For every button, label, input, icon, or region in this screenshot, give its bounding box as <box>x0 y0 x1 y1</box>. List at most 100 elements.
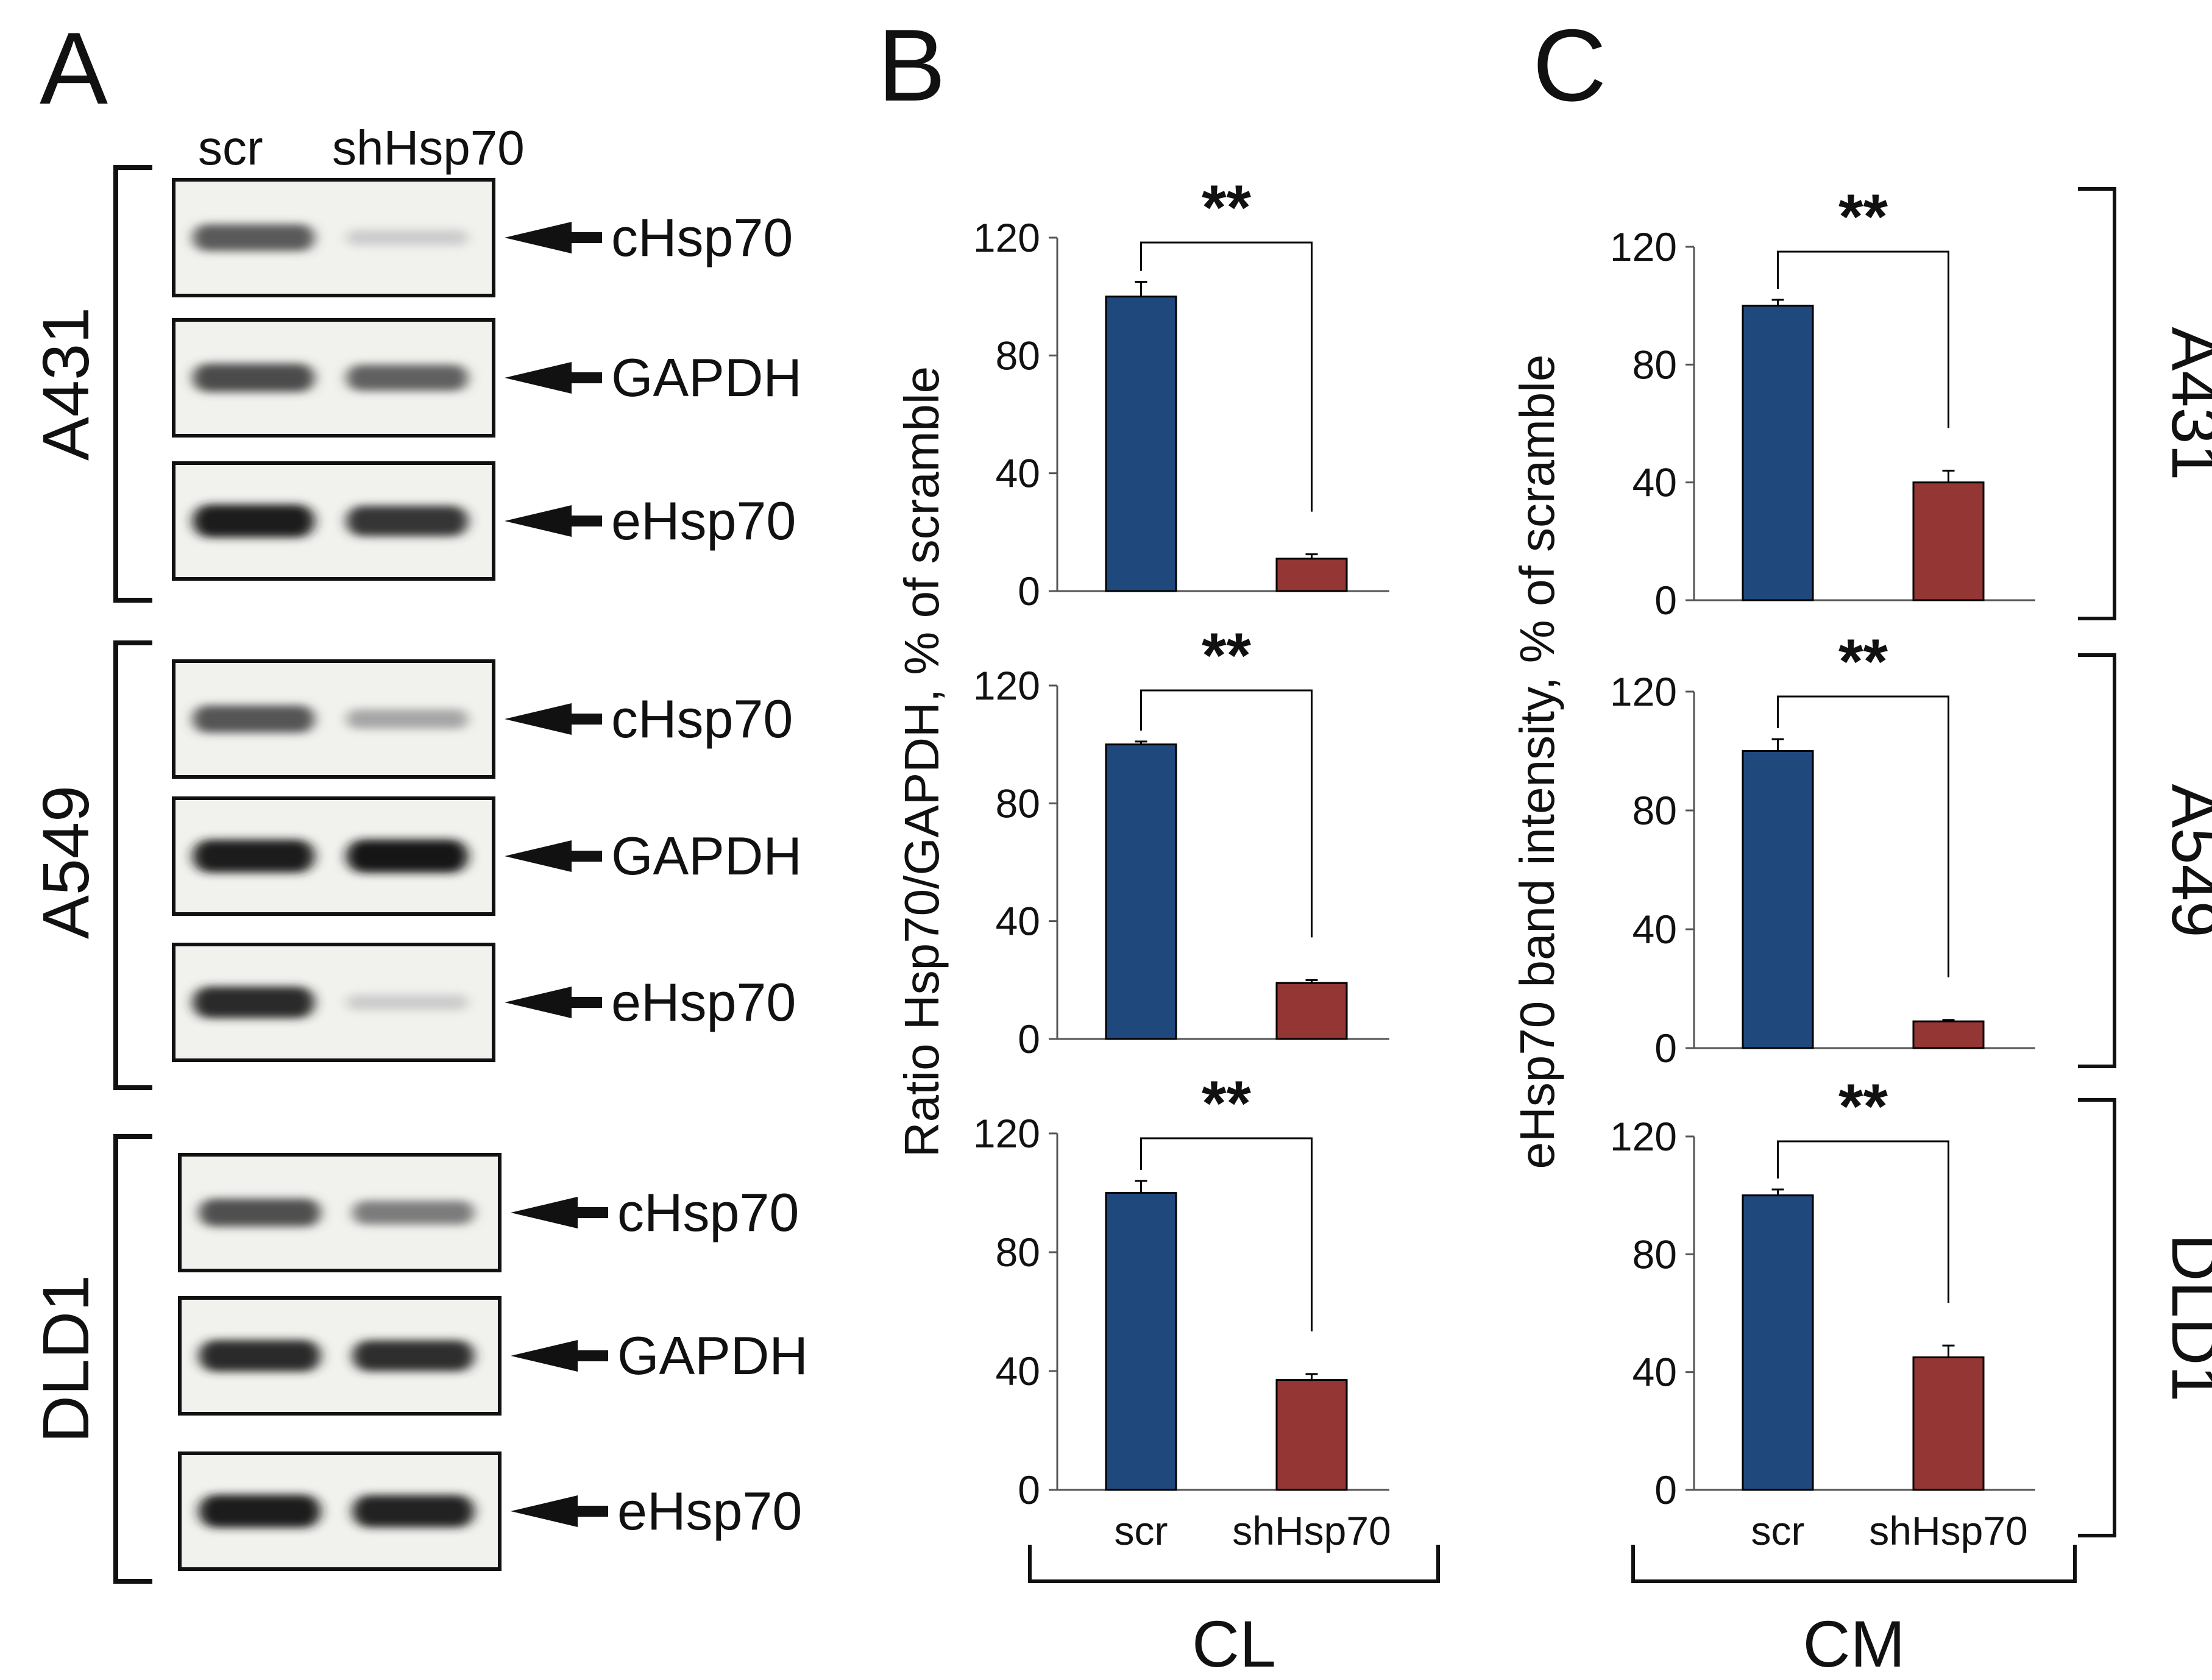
arrow-shaft <box>565 232 602 243</box>
band-lane-shhsp70 <box>346 709 468 729</box>
panel-c-labels: eHsp70 band intensity, % of scramble CM A4… <box>1510 187 2212 1680</box>
significance-stars: ** <box>1202 172 1251 243</box>
bar-scr <box>1105 1192 1177 1491</box>
band-lane-shhsp70 <box>352 1340 474 1372</box>
cell-line-label: A431 <box>2158 327 2212 480</box>
cell-line-bracket <box>2078 653 2116 1068</box>
blot-gapdh: GAPDH <box>172 318 802 438</box>
chart-c-dld1: 0 40 80 120 ** scr shHsp70 <box>1610 1071 2035 1553</box>
chart-b-a431: 0 40 80 120 ** <box>973 172 1389 614</box>
y-axis-title: Ratio Hsp70/GAPDH, % of scramble <box>895 366 949 1157</box>
arrow-icon <box>505 987 572 1018</box>
cell-line-group-a431: A431 cHsp70 GAPDH eHsp70 <box>29 165 802 603</box>
x-category-label: shHsp70 <box>1232 1508 1391 1553</box>
y-tick-label: 0 <box>1018 1016 1040 1062</box>
arrow-shaft <box>572 1207 608 1218</box>
panel-label-a: A <box>40 11 108 126</box>
y-tick-label: 120 <box>1610 224 1677 269</box>
blot-gapdh: GAPDH <box>178 1296 808 1416</box>
bar-shhsp70 <box>1912 1020 1985 1049</box>
panel-b-labels: Ratio Hsp70/GAPDH, % of scramble CL <box>895 366 1440 1680</box>
arrow-icon <box>505 505 572 537</box>
y-tick-label: 0 <box>1018 569 1040 614</box>
band-lane-scr <box>199 1340 321 1372</box>
arrow-icon <box>511 1197 578 1228</box>
western-blot-panel: scr shHsp70 A431 cHsp70 GAPDH eHsp70 A549 cHs… <box>29 121 808 1584</box>
group-bracket <box>1028 1545 1440 1583</box>
cell-line-label: DLD1 <box>2158 1233 2212 1402</box>
cell-line-label: A549 <box>2158 784 2212 937</box>
y-tick-label: 120 <box>973 663 1040 708</box>
band-label: GAPDH <box>611 826 802 886</box>
band-lane-scr <box>193 987 314 1018</box>
arrow-icon <box>505 362 572 394</box>
bar-shhsp70 <box>1275 1379 1348 1491</box>
cell-line-bracket <box>2078 1098 2116 1537</box>
bar-shhsp70 <box>1275 558 1348 592</box>
significance-stars: ** <box>1202 620 1251 691</box>
y-tick-label: 80 <box>1632 342 1677 387</box>
cell-line-label: A549 <box>29 785 102 939</box>
cell-line-label: A431 <box>29 307 102 461</box>
lane-label-shhsp70: shHsp70 <box>332 121 525 175</box>
arrow-icon <box>505 840 572 872</box>
band-lane-shhsp70 <box>346 229 468 246</box>
y-tick-label: 0 <box>1654 1467 1677 1512</box>
y-tick-label: 120 <box>1610 669 1677 714</box>
x-category-label: scr <box>1115 1508 1168 1553</box>
band-lane-scr <box>193 363 314 392</box>
panel-label-b: B <box>877 8 946 122</box>
x-category-label: scr <box>1751 1508 1805 1553</box>
arrow-shaft <box>565 851 602 862</box>
significance-stars: ** <box>1838 626 1888 697</box>
bar-shhsp70 <box>1912 1356 1985 1491</box>
y-tick-label: 120 <box>973 215 1040 260</box>
band-label: cHsp70 <box>611 689 793 749</box>
band-label: eHsp70 <box>611 972 796 1032</box>
band-lane-scr <box>193 839 314 873</box>
blot-chsp70: cHsp70 <box>172 659 793 779</box>
band-label: cHsp70 <box>611 207 793 268</box>
bar-scr <box>1742 1194 1814 1491</box>
band-label: cHsp70 <box>617 1182 799 1242</box>
cell-line-group-a549: A549 cHsp70 GAPDH eHsp70 <box>29 640 802 1090</box>
blot-chsp70: cHsp70 <box>178 1153 799 1272</box>
cell-line-group-dld1: DLD1 cHsp70 GAPDH eHsp70 <box>29 1134 808 1584</box>
y-tick-label: 80 <box>996 781 1040 826</box>
significance-stars: ** <box>1202 1068 1251 1139</box>
chart-b-a549: 0 40 80 120 ** <box>973 620 1389 1062</box>
bar-shhsp70 <box>1912 481 1985 601</box>
bar-shhsp70 <box>1275 982 1348 1040</box>
chart-c-a549: 0 40 80 120 ** <box>1610 626 2035 1071</box>
chart-b-dld1: 0 40 80 120 ** scr shHsp70 <box>973 1068 1391 1553</box>
group-bracket <box>1631 1545 2077 1583</box>
band-lane-shhsp70 <box>352 1200 474 1225</box>
y-tick-label: 0 <box>1654 1026 1677 1071</box>
y-tick-label: 0 <box>1654 578 1677 623</box>
y-tick-label: 80 <box>1632 788 1677 833</box>
y-tick-label: 40 <box>996 451 1040 496</box>
blot-ehsp70: eHsp70 <box>172 461 796 581</box>
arrow-shaft <box>565 516 602 526</box>
y-tick-label: 40 <box>996 1349 1040 1394</box>
y-tick-label: 40 <box>1632 907 1677 952</box>
band-lane-shhsp70 <box>346 839 468 873</box>
bar-scr <box>1105 743 1177 1040</box>
arrow-shaft <box>565 997 602 1008</box>
y-tick-label: 40 <box>1632 460 1677 505</box>
significance-stars: ** <box>1838 182 1888 252</box>
bar-chart-panels: 0 40 80 120 ** 0 40 80 120 ** 0 40 80 120 ** scr shHsp70… <box>895 172 2212 1680</box>
arrow-icon <box>505 222 572 253</box>
panel-label-c: C <box>1533 8 1606 122</box>
band-label: GAPDH <box>617 1325 808 1386</box>
chart-c-a431: 0 40 80 120 ** <box>1610 182 2035 623</box>
cell-line-bracket <box>2078 187 2116 620</box>
bracket <box>113 165 152 603</box>
significance-bracket <box>1140 689 1313 938</box>
significance-bracket <box>1777 1140 1949 1303</box>
significance-bracket <box>1140 1137 1313 1331</box>
y-tick-label: 40 <box>1632 1350 1677 1395</box>
lane-label-scr: scr <box>198 121 263 175</box>
significance-stars: ** <box>1838 1071 1888 1142</box>
cell-line-label: DLD1 <box>29 1275 102 1443</box>
